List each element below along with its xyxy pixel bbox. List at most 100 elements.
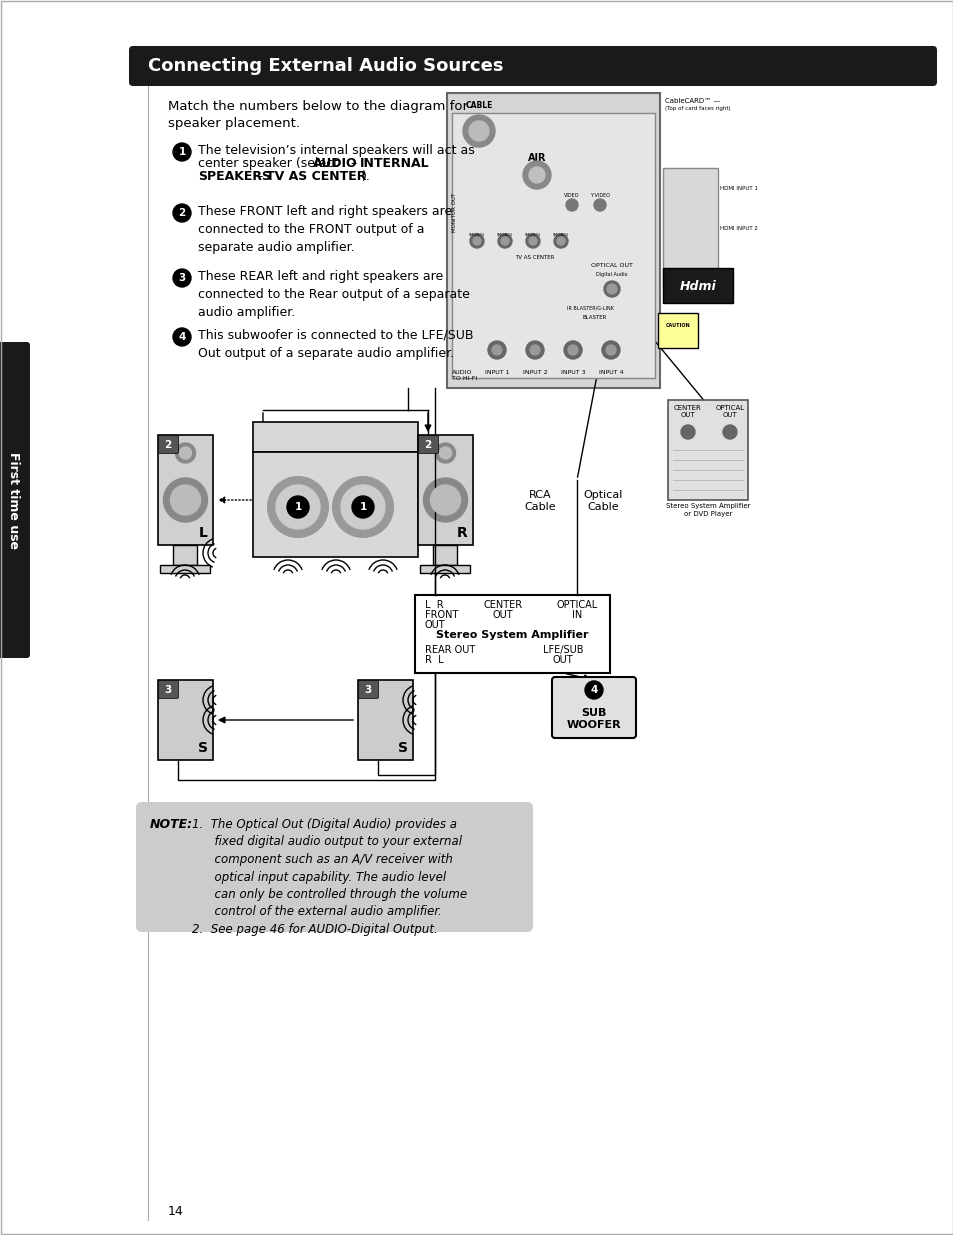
Bar <box>452 112 655 378</box>
Circle shape <box>488 341 505 359</box>
Bar <box>158 435 213 545</box>
FancyBboxPatch shape <box>418 436 438 453</box>
Text: OUT: OUT <box>552 655 573 664</box>
Text: (MONO): (MONO) <box>553 233 569 237</box>
Text: Stereo System Amplifier: Stereo System Amplifier <box>665 503 749 509</box>
Text: MONITOR OUT: MONITOR OUT <box>452 193 456 232</box>
Text: 1: 1 <box>294 501 301 513</box>
Circle shape <box>462 115 495 147</box>
Bar <box>253 422 417 452</box>
Circle shape <box>522 161 551 189</box>
Text: L: L <box>199 526 208 540</box>
Circle shape <box>439 447 451 459</box>
Text: 1.  The Optical Out (Digital Audio) provides a
      fixed digital audio output : 1. The Optical Out (Digital Audio) provi… <box>192 818 467 936</box>
Bar <box>160 564 210 573</box>
Text: (MONO): (MONO) <box>468 233 485 237</box>
Text: R: R <box>456 526 468 540</box>
Text: IR BLASTER/G-LINK: IR BLASTER/G-LINK <box>566 305 614 310</box>
Text: TV AS CENTER: TV AS CENTER <box>266 170 366 183</box>
Bar <box>662 268 732 303</box>
Text: CAUTION: CAUTION <box>665 324 690 329</box>
Circle shape <box>529 167 544 183</box>
Text: 3: 3 <box>164 685 172 695</box>
Bar <box>433 545 456 564</box>
Text: Match the numbers below to the diagram for
speaker placement.: Match the numbers below to the diagram f… <box>168 100 468 130</box>
Circle shape <box>525 341 543 359</box>
Text: NOTE:: NOTE: <box>150 818 193 831</box>
Circle shape <box>469 121 489 141</box>
Circle shape <box>352 496 374 517</box>
Text: 1: 1 <box>359 501 366 513</box>
FancyBboxPatch shape <box>0 342 30 658</box>
Text: SUB
WOOFER: SUB WOOFER <box>566 708 620 730</box>
Text: Connecting External Audio Sources: Connecting External Audio Sources <box>148 57 503 75</box>
Text: These REAR left and right speakers are
connected to the Rear output of a separat: These REAR left and right speakers are c… <box>198 270 470 319</box>
Text: AIR: AIR <box>527 153 546 163</box>
Text: S: S <box>198 741 208 755</box>
Circle shape <box>565 199 578 211</box>
Bar <box>417 435 473 545</box>
Text: or DVD Player: or DVD Player <box>683 511 731 517</box>
Bar <box>662 168 718 288</box>
Circle shape <box>557 237 564 245</box>
Text: 4: 4 <box>178 332 186 342</box>
Text: 3: 3 <box>178 273 186 283</box>
Circle shape <box>529 237 537 245</box>
Text: LFE/SUB: LFE/SUB <box>542 645 582 655</box>
Text: HDMI INPUT 2: HDMI INPUT 2 <box>720 226 757 231</box>
Text: INPUT 2: INPUT 2 <box>522 370 547 375</box>
Text: (MONO): (MONO) <box>524 233 540 237</box>
Circle shape <box>473 237 480 245</box>
Circle shape <box>175 443 195 463</box>
Circle shape <box>497 233 512 248</box>
Text: 2: 2 <box>424 440 431 450</box>
Text: AUDIO: AUDIO <box>313 157 357 170</box>
Text: OUT: OUT <box>492 610 513 620</box>
Text: TV AS CENTER: TV AS CENTER <box>515 254 554 261</box>
Circle shape <box>525 233 539 248</box>
Bar <box>253 452 417 557</box>
Text: This subwoofer is connected to the LFE/SUB
Out output of a separate audio amplif: This subwoofer is connected to the LFE/S… <box>198 329 473 359</box>
Text: 1: 1 <box>178 147 186 157</box>
FancyBboxPatch shape <box>158 436 178 453</box>
Text: Digital Audio: Digital Audio <box>596 272 627 277</box>
Circle shape <box>287 496 309 517</box>
Text: ).: ). <box>361 170 371 183</box>
Circle shape <box>172 204 191 222</box>
Text: BLASTER: BLASTER <box>582 315 606 320</box>
Text: 4: 4 <box>590 685 598 695</box>
FancyBboxPatch shape <box>129 46 936 86</box>
Bar <box>415 595 609 673</box>
Bar <box>447 93 659 388</box>
Circle shape <box>333 477 393 537</box>
Text: S: S <box>397 741 408 755</box>
Circle shape <box>500 237 509 245</box>
Text: CABLE: CABLE <box>465 101 492 110</box>
Text: CableCARD™ —: CableCARD™ — <box>664 98 720 104</box>
Bar <box>658 312 698 348</box>
Circle shape <box>430 485 460 515</box>
Circle shape <box>563 341 581 359</box>
Text: 2: 2 <box>164 440 172 450</box>
FancyBboxPatch shape <box>158 680 178 699</box>
Text: CENTER
OUT: CENTER OUT <box>674 405 701 417</box>
FancyBboxPatch shape <box>552 677 636 739</box>
Text: Y VIDEO: Y VIDEO <box>589 193 609 198</box>
Text: OPTICAL
OUT: OPTICAL OUT <box>715 405 743 417</box>
Circle shape <box>601 341 619 359</box>
Text: center speaker (select: center speaker (select <box>198 157 342 170</box>
Circle shape <box>179 447 192 459</box>
Text: Stereo System Amplifier: Stereo System Amplifier <box>436 630 588 640</box>
Text: FRONT: FRONT <box>424 610 457 620</box>
Circle shape <box>722 425 737 438</box>
Circle shape <box>268 477 328 537</box>
Text: The television’s internal speakers will act as: The television’s internal speakers will … <box>198 144 475 157</box>
Text: INPUT 1: INPUT 1 <box>484 370 509 375</box>
Text: Hdmi: Hdmi <box>679 279 716 293</box>
Circle shape <box>435 443 455 463</box>
Circle shape <box>605 345 616 354</box>
Text: RCA
Cable: RCA Cable <box>523 490 556 511</box>
Text: L  R: L R <box>424 600 443 610</box>
Circle shape <box>423 478 467 522</box>
FancyBboxPatch shape <box>358 680 378 699</box>
